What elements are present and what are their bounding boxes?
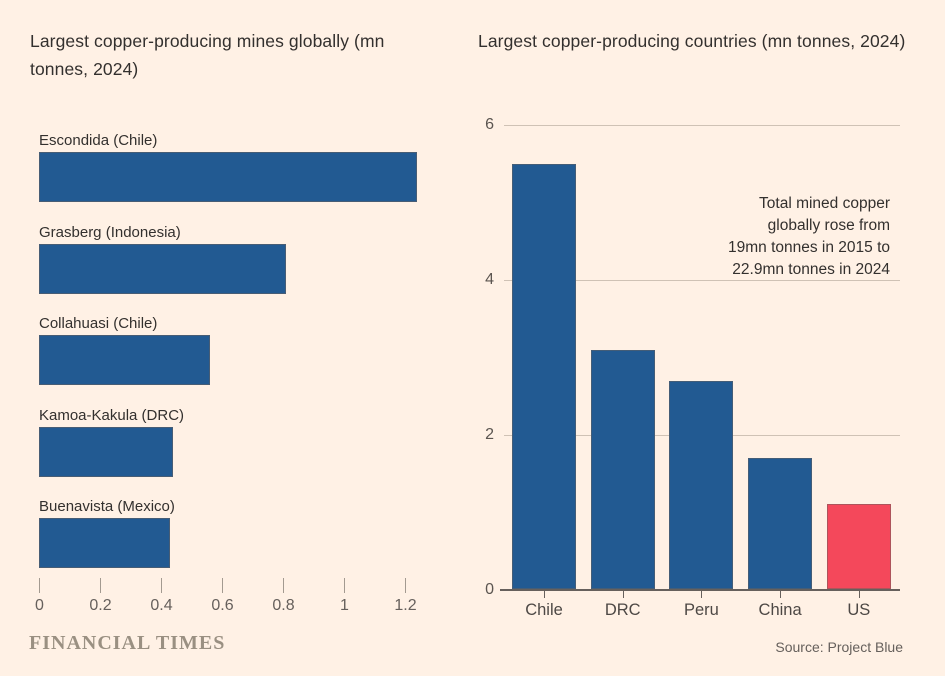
country-tick-mark xyxy=(622,591,624,598)
countries-chart-title: Largest copper-producing countries (mn t… xyxy=(478,31,906,51)
country-label: Peru xyxy=(683,601,719,619)
country-bar xyxy=(826,504,891,590)
mine-bar xyxy=(39,243,287,294)
mine-bar-label: Buenavista (Mexico) xyxy=(39,498,175,515)
x-tick-mark xyxy=(161,578,162,593)
x-axis-baseline xyxy=(500,588,900,591)
x-tick-label: 0.6 xyxy=(211,597,234,614)
country-tick-mark xyxy=(858,591,860,598)
x-tick-label: 1.2 xyxy=(394,597,417,614)
country-label: China xyxy=(758,601,802,619)
y-tick-label: 2 xyxy=(485,425,494,443)
country-tick-mark xyxy=(701,591,703,598)
country-label: Chile xyxy=(525,601,563,619)
country-tick-mark xyxy=(780,591,782,598)
country-bar xyxy=(590,349,655,590)
x-tick-mark xyxy=(405,578,406,593)
country-bar xyxy=(748,457,813,590)
country-bar xyxy=(512,163,576,590)
x-tick-label: 0.4 xyxy=(150,597,173,614)
mine-bar xyxy=(39,335,210,385)
x-tick-mark xyxy=(283,578,284,593)
x-tick-mark xyxy=(100,578,101,593)
x-tick-label: 0.2 xyxy=(89,597,112,614)
country-label: US xyxy=(847,601,871,619)
x-tick-mark xyxy=(344,578,345,593)
y-gridline xyxy=(504,279,900,281)
ft-logo: FINANCIAL TIMES xyxy=(29,632,226,654)
x-tick-mark xyxy=(222,578,223,593)
annotation-note: Total mined copper globally rose from 19… xyxy=(727,195,890,278)
mine-bar xyxy=(39,518,171,568)
mine-bar xyxy=(39,426,174,477)
y-tick-label: 0 xyxy=(485,580,494,598)
source-note: Source: Project Blue xyxy=(775,639,903,655)
y-tick-label: 6 xyxy=(485,116,494,134)
mine-bar xyxy=(39,152,418,202)
x-tick-label: 0 xyxy=(35,597,44,614)
mines-chart-title: Largest copper-producing mines globally … xyxy=(30,31,385,79)
x-tick-label: 0.8 xyxy=(272,597,295,614)
mine-bar-label: Collahuasi (Chile) xyxy=(39,315,158,332)
country-tick-mark xyxy=(544,591,545,598)
mine-bar-label: Grasberg (Indonesia) xyxy=(39,223,181,241)
x-tick-label: 1 xyxy=(340,597,349,614)
mine-bar-label: Escondida (Chile) xyxy=(39,132,158,149)
y-tick-label: 4 xyxy=(485,270,494,288)
mine-bar-label: Kamoa-Kakula (DRC) xyxy=(39,406,185,424)
country-bar xyxy=(669,380,734,590)
x-tick-mark xyxy=(39,578,40,593)
country-label: DRC xyxy=(604,601,641,619)
y-gridline xyxy=(504,125,900,127)
